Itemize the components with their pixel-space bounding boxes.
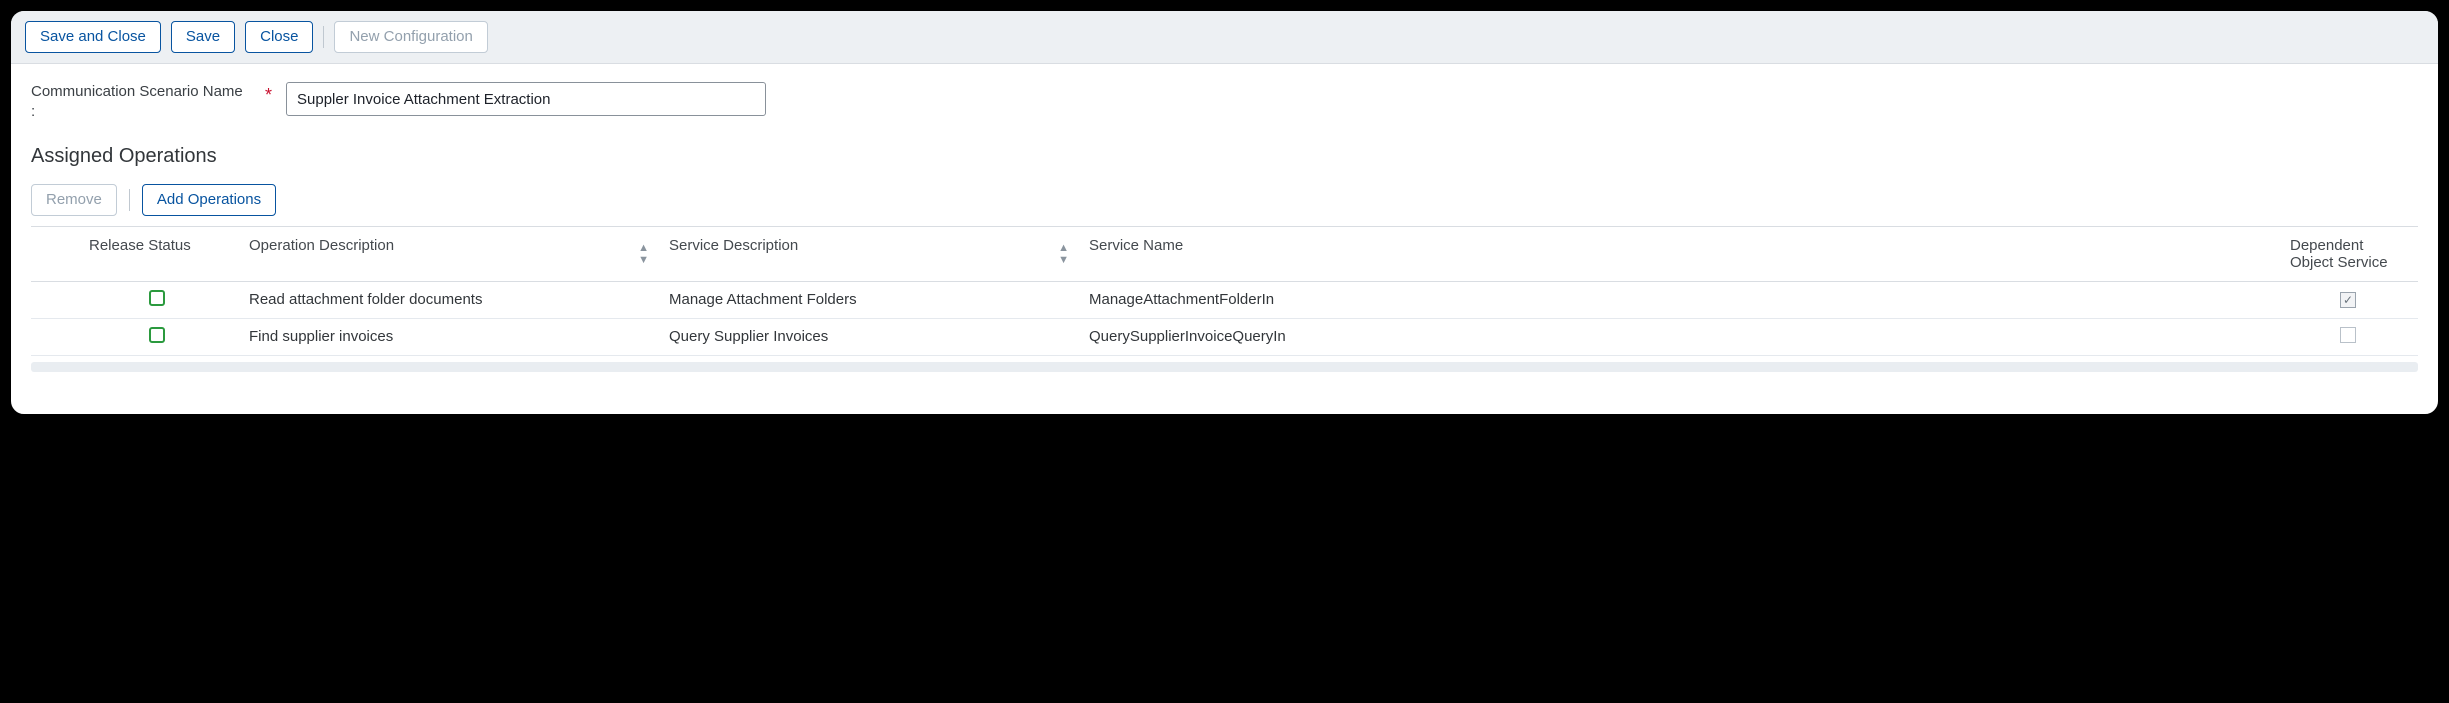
service-name-cell: ManageAttachmentFolderIn (1077, 281, 2278, 318)
ops-toolbar-separator (129, 189, 130, 211)
col-service-description[interactable]: Service Description ▲▼ (657, 227, 1077, 282)
release-status-cell (77, 281, 237, 318)
sort-icon: ▲▼ (638, 242, 647, 266)
save-and-close-button[interactable]: Save and Close (25, 21, 161, 53)
table-row[interactable]: Read attachment folder documentsManage A… (31, 281, 2418, 318)
scenario-name-label: Communication Scenario Name : (31, 82, 251, 123)
service-description-cell: Manage Attachment Folders (657, 281, 1077, 318)
scenario-name-row: Communication Scenario Name : * (31, 82, 2418, 123)
new-configuration-button: New Configuration (334, 21, 487, 53)
dependent-checkbox (2340, 327, 2356, 343)
add-operations-button[interactable]: Add Operations (142, 184, 276, 216)
col-service-description-label: Service Description (669, 237, 798, 254)
col-operation-description-label: Operation Description (249, 237, 394, 254)
operation-description-cell: Find supplier invoices (237, 318, 657, 355)
row-select-cell[interactable] (31, 281, 77, 318)
dependent-object-service-cell (2278, 318, 2418, 355)
dependent-object-service-cell: ✓ (2278, 281, 2418, 318)
main-toolbar: Save and Close Save Close New Configurat… (11, 11, 2438, 64)
dependent-checkbox: ✓ (2340, 292, 2356, 308)
operation-description-cell: Read attachment folder documents (237, 281, 657, 318)
col-select (31, 227, 77, 282)
service-name-cell: QuerySupplierInvoiceQueryIn (1077, 318, 2278, 355)
release-status-icon (149, 327, 165, 343)
scenario-name-input[interactable] (286, 82, 766, 116)
col-release-status[interactable]: Release Status (77, 227, 237, 282)
row-select-cell[interactable] (31, 318, 77, 355)
col-dependent-object-service[interactable]: Dependent Object Service (2278, 227, 2418, 282)
close-button[interactable]: Close (245, 21, 313, 53)
table-header-row: Release Status Operation Description ▲▼ … (31, 227, 2418, 282)
release-status-cell (77, 318, 237, 355)
config-window: Save and Close Save Close New Configurat… (10, 10, 2439, 415)
operations-table: Release Status Operation Description ▲▼ … (31, 227, 2418, 356)
service-description-cell: Query Supplier Invoices (657, 318, 1077, 355)
table-row[interactable]: Find supplier invoicesQuery Supplier Inv… (31, 318, 2418, 355)
remove-button: Remove (31, 184, 117, 216)
sort-icon: ▲▼ (1058, 242, 1067, 266)
col-operation-description[interactable]: Operation Description ▲▼ (237, 227, 657, 282)
assigned-operations-heading: Assigned Operations (31, 145, 2418, 168)
save-button[interactable]: Save (171, 21, 235, 53)
required-icon: * (265, 82, 272, 104)
release-status-icon (149, 290, 165, 306)
toolbar-separator (323, 26, 324, 48)
col-service-name[interactable]: Service Name (1077, 227, 2278, 282)
horizontal-scrollbar[interactable] (31, 362, 2418, 372)
operations-table-wrap: Release Status Operation Description ▲▼ … (31, 226, 2418, 372)
content-area: Communication Scenario Name : * Assigned… (11, 64, 2438, 414)
operations-toolbar: Remove Add Operations (31, 184, 2418, 216)
